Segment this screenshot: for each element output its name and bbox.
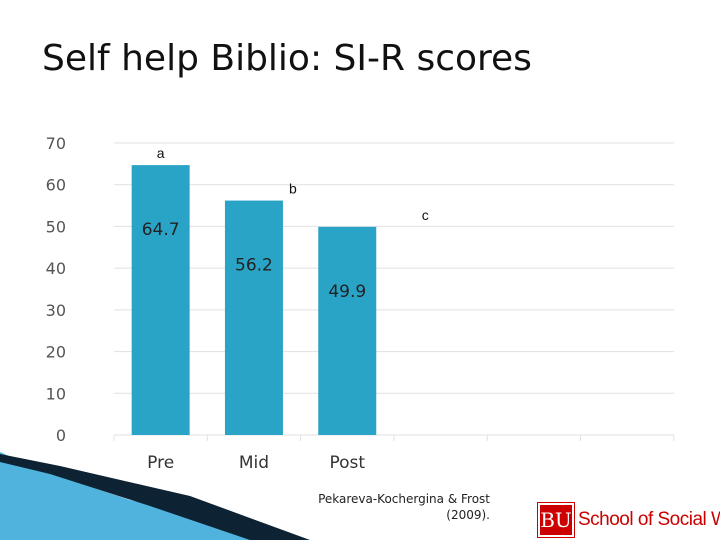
logo-initials: BU: [537, 502, 575, 538]
y-tick-label-30: 30: [46, 301, 66, 320]
significance-letter-post: c: [422, 207, 429, 223]
y-tick-label-40: 40: [46, 259, 66, 278]
category-label-mid: Mid: [239, 453, 269, 473]
citation: Pekareva-Kochergina & Frost (2009).: [270, 491, 490, 523]
data-label-post: 49.9: [328, 282, 366, 302]
logo-text: School of Social Work: [578, 509, 720, 530]
y-tick-label-70: 70: [46, 134, 66, 153]
category-label-post: Post: [329, 453, 365, 473]
data-label-mid: 56.2: [235, 256, 273, 276]
data-label-pre: 64.7: [142, 220, 180, 240]
decorative-swoosh: [0, 452, 310, 540]
citation-line-1: Pekareva-Kochergina & Frost: [318, 492, 490, 506]
significance-letter-pre: a: [157, 145, 165, 161]
citation-line-2: (2009).: [446, 508, 490, 522]
bu-logo: BU School of Social Work: [537, 502, 720, 538]
bar-pre: [131, 165, 190, 435]
y-tick-label-20: 20: [46, 343, 66, 362]
y-tick-label-10: 10: [46, 384, 66, 403]
significance-letter-mid: b: [289, 181, 297, 197]
bar-mid: [224, 200, 283, 435]
slide-title: Self help Biblio: SI-R scores: [42, 38, 532, 79]
y-tick-label-50: 50: [46, 217, 66, 236]
y-tick-label-60: 60: [46, 176, 66, 195]
swoosh-dark-stroke: [0, 454, 310, 540]
y-tick-label-0: 0: [56, 426, 66, 445]
category-label-pre: Pre: [147, 453, 174, 473]
bar-post: [318, 226, 377, 435]
swoosh-blue-band: [0, 452, 300, 540]
